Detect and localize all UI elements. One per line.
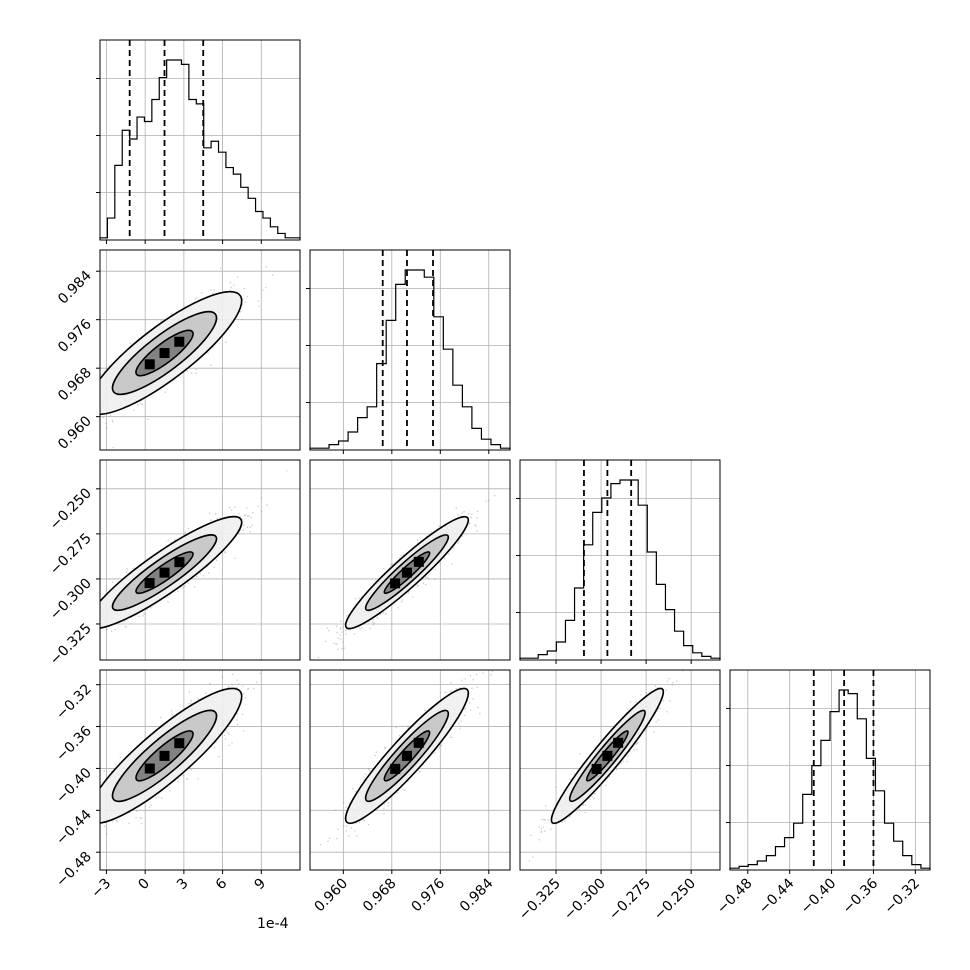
- panel-2-3-core-1: [602, 750, 613, 761]
- panel-0-1-core-2: [174, 336, 185, 347]
- panel-0-1-core-0: [144, 359, 155, 370]
- xaxis-0-ticklabel-2: 3: [174, 876, 192, 894]
- panel-0-3-core-1: [159, 750, 170, 761]
- panel-1-2-core-2: [413, 556, 424, 567]
- xaxis-3-ticklabel-2: −0.40: [798, 876, 840, 918]
- yaxis-2-ticklabel-1: −0.300: [47, 575, 95, 623]
- panel-0-2-frame: [99, 459, 301, 661]
- panel-1-2-core-1: [401, 567, 412, 578]
- xaxis-1-ticklabel-3: 0.984: [457, 875, 497, 915]
- panel-0-3-core-0: [144, 763, 155, 774]
- xaxis-3-ticklabel-3: −0.36: [840, 875, 882, 917]
- xaxis-2-ticklabel-1: −0.300: [561, 876, 609, 924]
- panel-2-3-core-0: [591, 763, 602, 774]
- panel-1-3-core-0: [390, 763, 401, 774]
- hist-2-frame: [519, 459, 721, 661]
- yaxis-3-ticklabel-1: −0.44: [53, 807, 95, 849]
- yaxis-1-ticklabel-2: 0.976: [55, 316, 95, 356]
- xaxis-3-ticklabel-0: −0.48: [714, 876, 756, 918]
- panel-0-3-frame: [99, 669, 301, 871]
- xaxis-1-ticklabel-1: 0.968: [360, 876, 400, 916]
- yaxis-3-ticklabel-2: −0.40: [53, 765, 95, 807]
- panel-2-3-content: [520, 670, 720, 870]
- yaxis-2-ticklabel-0: −0.325: [47, 620, 95, 668]
- xaxis-3-ticklabel-1: −0.44: [756, 875, 798, 917]
- panel-0-1-content: [100, 250, 300, 450]
- xaxis-0-ticklabel-0: −3: [88, 876, 114, 902]
- panel-0-2-core-2: [174, 557, 185, 568]
- yaxis-1-ticklabel-0: 0.960: [55, 413, 95, 453]
- yaxis-3-ticklabel-3: −0.36: [53, 723, 95, 765]
- xaxis-3-ticklabel-4: −0.32: [882, 876, 924, 918]
- panel-1-3-content: [310, 670, 510, 870]
- xaxis-1-ticklabel-0: 0.960: [311, 876, 351, 916]
- panel-1-3-core-1: [401, 750, 412, 761]
- panel-0-1-frame: [99, 249, 301, 451]
- panel-0-2-content: [100, 460, 300, 660]
- xaxis-2-ticklabel-3: −0.250: [651, 876, 699, 924]
- hist-3-frame: [729, 669, 931, 871]
- yaxis-2-ticklabel-3: −0.250: [47, 485, 95, 533]
- panel-0-1-core-1: [159, 348, 170, 359]
- hist-0-frame: [99, 39, 301, 241]
- xaxis-0-ticklabel-3: 6: [213, 875, 231, 893]
- yaxis-3-ticklabel-0: −0.48: [53, 849, 95, 891]
- yaxis-3-ticklabel-4: −0.32: [53, 681, 95, 723]
- panel-1-3-frame: [309, 669, 511, 871]
- xaxis-2-ticklabel-0: −0.325: [516, 876, 564, 924]
- hist-1-step: [309, 269, 511, 450]
- yaxis-2-ticklabel-2: −0.275: [47, 530, 95, 578]
- xaxis-1-ticklabel-2: 0.976: [408, 875, 448, 915]
- hist-2-step: [519, 479, 721, 660]
- panel-1-2-content: [310, 460, 510, 660]
- xaxis-0-ticklabel-1: 0: [135, 876, 153, 894]
- panel-0-3-content: [100, 670, 300, 870]
- yaxis-1-ticklabel-3: 0.984: [55, 268, 95, 308]
- panel-1-2-frame: [309, 459, 511, 661]
- panel-0-2-core-0: [144, 578, 155, 589]
- yaxis-1-ticklabel-1: 0.968: [55, 365, 95, 405]
- panel-0-3-core-2: [174, 738, 185, 749]
- panel-2-3-core-2: [613, 737, 624, 748]
- hist-0-step: [99, 59, 301, 240]
- xaxis-2-ticklabel-2: −0.275: [606, 876, 654, 924]
- xaxis-0-ticklabel-4: 9: [251, 876, 269, 894]
- panel-1-3-core-2: [413, 737, 424, 748]
- hist-1-frame: [309, 249, 511, 451]
- xaxis-0-offset-text: 1e-4: [257, 916, 289, 932]
- panel-1-2-core-0: [390, 578, 401, 589]
- panel-0-2-core-1: [159, 567, 170, 578]
- panel-2-3-frame: [519, 669, 721, 871]
- hist-3-step: [729, 689, 931, 870]
